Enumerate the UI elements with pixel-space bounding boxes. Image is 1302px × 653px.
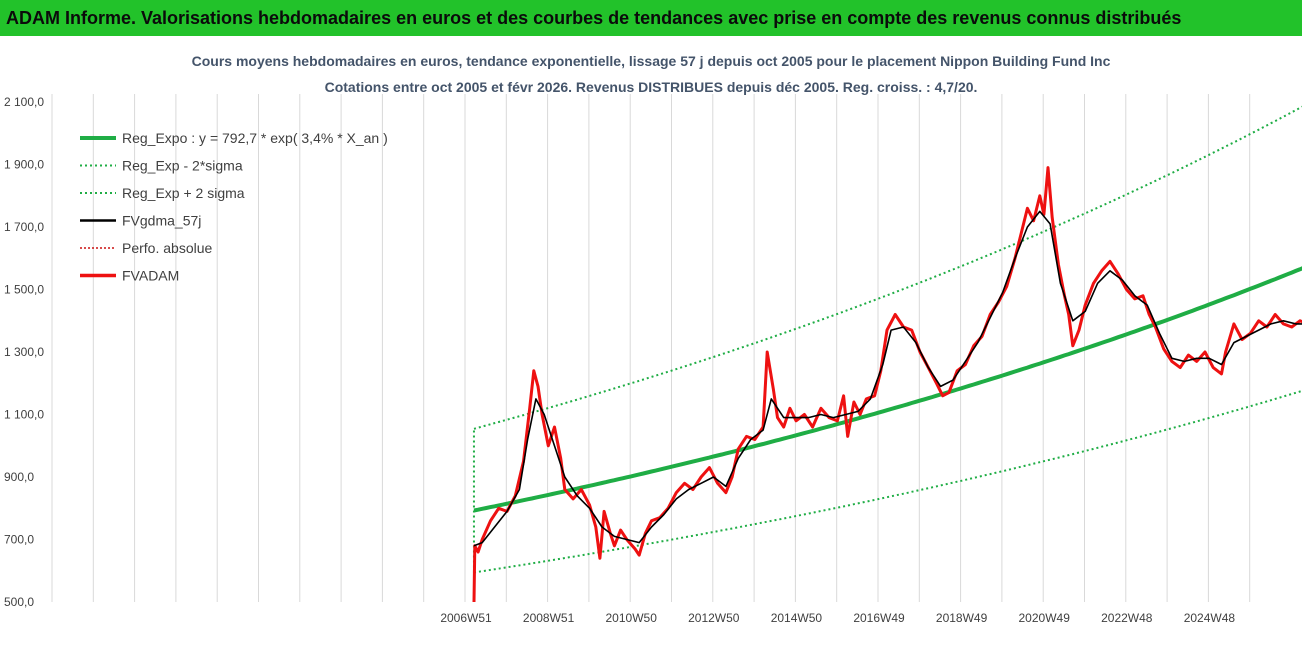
x-axis: 2006W51 2008W51 2010W50 2012W50 2014W50 2016W… bbox=[440, 611, 1235, 625]
band-low-line bbox=[473, 389, 1302, 574]
series-fvadam-line bbox=[472, 166, 1302, 603]
y-tick-label: 900,0 bbox=[4, 470, 34, 484]
y-tick-label: 1 100,0 bbox=[4, 408, 44, 422]
plot-area bbox=[472, 105, 1302, 603]
y-axis: 500,0 700,0 900,0 1 100,0 1 300,0 1 500,0 1 70… bbox=[4, 95, 44, 609]
grid-layer bbox=[51, 94, 1251, 602]
legend-label: Reg_Expo : y = 792,7 * exp( 3,4% * X_an … bbox=[122, 130, 388, 146]
chart-title: Cours moyens hebdomadaires en euros, ten… bbox=[192, 53, 1111, 69]
x-tick-label: 2020W49 bbox=[1019, 611, 1071, 625]
x-tick-label: 2022W48 bbox=[1101, 611, 1153, 625]
x-tick-label: 2018W49 bbox=[936, 611, 988, 625]
y-tick-label: 1 900,0 bbox=[4, 158, 44, 172]
y-tick-label: 1 700,0 bbox=[4, 220, 44, 234]
legend-label: Reg_Exp - 2*sigma bbox=[122, 158, 243, 174]
chart: Cours moyens hebdomadaires en euros, ten… bbox=[0, 36, 1302, 653]
x-tick-label: 2010W50 bbox=[606, 611, 658, 625]
x-tick-label: 2024W48 bbox=[1184, 611, 1236, 625]
legend-label: FVADAM bbox=[122, 268, 179, 284]
x-tick-label: 2016W49 bbox=[853, 611, 905, 625]
y-tick-label: 1 500,0 bbox=[4, 283, 44, 297]
legend-label: Reg_Exp + 2 sigma bbox=[122, 185, 245, 201]
legend-label: FVgdma_57j bbox=[122, 213, 201, 229]
x-tick-label: 2008W51 bbox=[523, 611, 575, 625]
trend-line bbox=[473, 266, 1302, 513]
y-tick-label: 500,0 bbox=[4, 595, 34, 609]
y-tick-label: 1 300,0 bbox=[4, 345, 44, 359]
legend-label: Perfo. absolue bbox=[122, 240, 212, 256]
y-tick-label: 2 100,0 bbox=[4, 95, 44, 109]
x-tick-label: 2014W50 bbox=[771, 611, 823, 625]
legend: Reg_Expo : y = 792,7 * exp( 3,4% * X_an … bbox=[80, 130, 388, 284]
report-banner: ADAM Informe. Valorisations hebdomadaire… bbox=[0, 0, 1302, 36]
x-tick-label: 2006W51 bbox=[440, 611, 492, 625]
band-high-line bbox=[473, 105, 1302, 430]
y-tick-label: 700,0 bbox=[4, 533, 34, 547]
x-tick-label: 2012W50 bbox=[688, 611, 740, 625]
series-fvgdma-line bbox=[473, 210, 1302, 547]
chart-subtitle: Cotations entre oct 2005 et févr 2026. R… bbox=[325, 79, 978, 95]
